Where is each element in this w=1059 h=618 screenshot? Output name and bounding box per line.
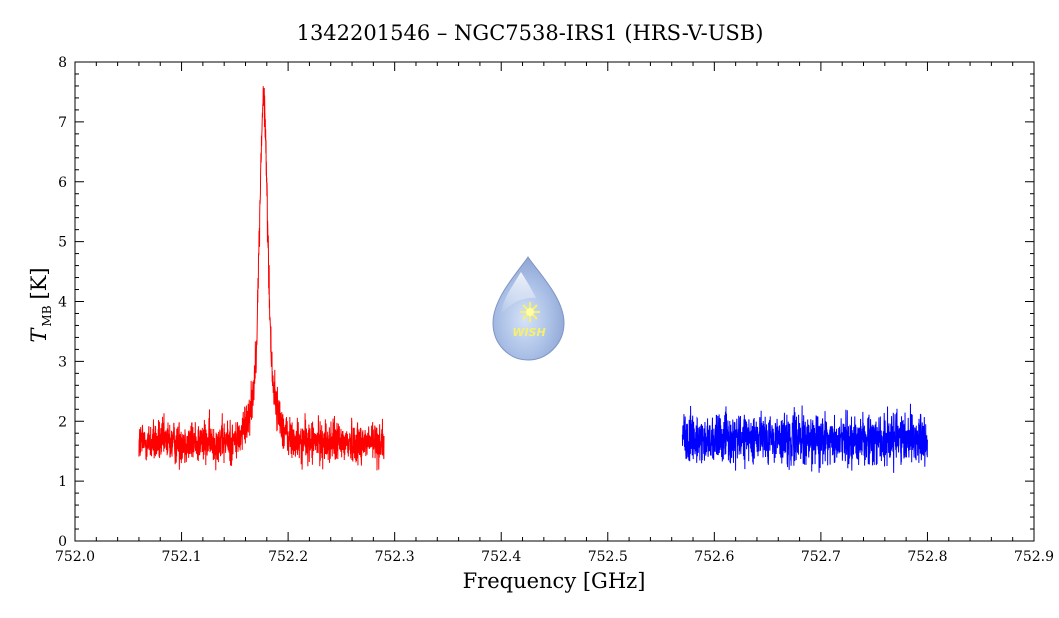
logo-text: WISH: [512, 326, 545, 339]
x-tick-label: 752.8: [907, 549, 947, 565]
y-tick-label: 7: [58, 115, 67, 131]
plot-frame: [74, 61, 1035, 542]
y-tick-label: 2: [58, 414, 67, 430]
series-line: [138, 86, 385, 471]
y-tick-label: 5: [58, 235, 67, 251]
x-tick-label: 752.5: [588, 549, 628, 565]
y-axis-label: TMB[K]: [27, 267, 54, 342]
x-tick-label: 752.2: [268, 549, 308, 565]
chart-title: 1342201546 – NGC7538-IRS1 (HRS-V-USB): [297, 21, 764, 45]
y-tick-label: 1: [58, 474, 67, 490]
y-tick-label: 6: [58, 175, 67, 191]
y-tick-label: 4: [58, 295, 67, 311]
wish-logo: WISH: [492, 256, 565, 361]
x-tick-label: 752.7: [801, 549, 841, 565]
x-tick-label: 752.9: [1014, 549, 1054, 565]
y-tick-label: 3: [58, 354, 67, 370]
x-tick-label: 752.4: [481, 549, 521, 565]
y-tick-label: 8: [58, 55, 67, 71]
svg-text:TMB[K]: TMB[K]: [27, 267, 54, 342]
x-tick-label: 752.1: [162, 549, 202, 565]
x-axis-label: Frequency [GHz]: [463, 569, 646, 593]
x-tick-label: 752.0: [55, 549, 95, 565]
x-tick-label: 752.3: [375, 549, 415, 565]
y-tick-label: 0: [58, 534, 67, 550]
x-tick-label: 752.6: [694, 549, 734, 565]
series-line: [681, 403, 928, 473]
